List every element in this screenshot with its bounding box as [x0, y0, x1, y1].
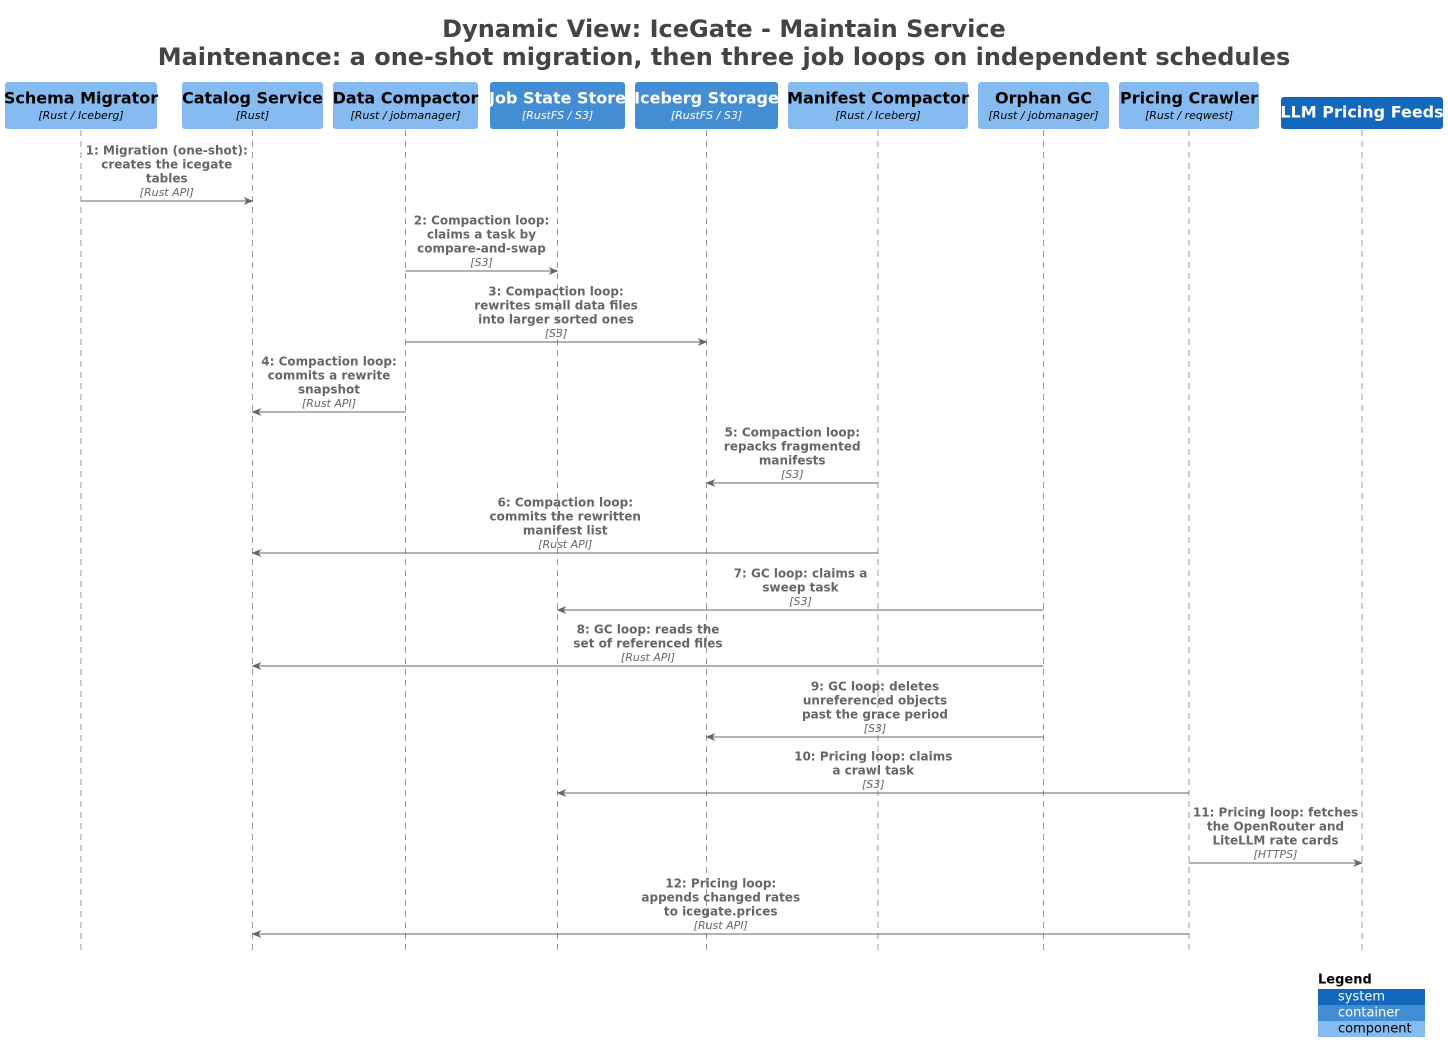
participant-box	[5, 82, 157, 129]
title: Dynamic View: IceGate - Maintain Service	[442, 15, 1006, 43]
participant-technology: [Rust / reqwest]	[1145, 109, 1233, 122]
message-label: creates the icegate	[101, 158, 232, 172]
message-label: the OpenRouter and	[1207, 820, 1344, 834]
message-label: sweep task	[762, 581, 839, 595]
participant-technology: [RustFS / S3]	[671, 109, 742, 122]
legend-swatch	[1318, 989, 1425, 1005]
message-label: into larger sorted ones	[478, 313, 634, 327]
participant-name: LLM Pricing Feeds	[1280, 103, 1443, 122]
participant-name: Job State Store	[488, 89, 626, 108]
message-label: LiteLLM rate cards	[1213, 834, 1339, 848]
legend-label: system	[1338, 990, 1385, 1005]
message-label: a crawl task	[832, 764, 915, 778]
participant-name: Orphan GC	[995, 89, 1092, 108]
message-technology: [Rust API]	[140, 186, 194, 199]
participant-technology: [Rust]	[236, 109, 269, 122]
participant-box	[1281, 97, 1443, 129]
participant-name: Catalog Service	[182, 89, 323, 108]
participant-technology: [RustFS / S3]	[522, 109, 593, 122]
message-label: 6: Compaction loop:	[498, 496, 634, 510]
message-label: 11: Pricing loop: fetches	[1193, 806, 1358, 820]
message-label: 1: Migration (one-shot):	[86, 144, 248, 158]
message-technology: [HTTPS]	[1254, 848, 1298, 861]
participant-technology: [Rust / Iceberg]	[38, 109, 123, 122]
message-technology: [S3]	[789, 595, 812, 608]
message-label: 8: GC loop: reads the	[577, 623, 720, 637]
participant-name: Data Compactor	[333, 89, 479, 108]
message-technology: [Rust API]	[694, 919, 748, 932]
message-label: past the grace period	[802, 708, 948, 722]
message-label: appends changed rates	[641, 891, 800, 905]
message-label: compare-and-swap	[417, 242, 546, 256]
message-label: 2: Compaction loop:	[414, 214, 550, 228]
message-label: 12: Pricing loop:	[665, 877, 776, 891]
message-technology: [Rust API]	[302, 397, 356, 410]
message-label: manifest list	[523, 524, 608, 538]
message-label: 5: Compaction loop:	[725, 426, 861, 440]
participant-box	[978, 82, 1109, 129]
participant-box	[333, 82, 478, 129]
participant-box	[1119, 82, 1259, 129]
legend-swatch	[1318, 1005, 1425, 1021]
message-label: commits the rewritten	[490, 510, 641, 524]
participant-box	[182, 82, 323, 129]
message-label: to icegate.prices	[664, 905, 778, 919]
participant-name: Iceberg Storage	[634, 89, 779, 108]
message-technology: [S3]	[781, 468, 804, 481]
message-label: 9: GC loop: deletes	[811, 680, 939, 694]
subtitle: Maintenance: a one-shot migration, then …	[158, 43, 1291, 71]
participant-box	[490, 82, 625, 129]
participant-name: Schema Migrator	[4, 89, 158, 108]
message-label: commits a rewrite	[268, 369, 391, 383]
message-label: 10: Pricing loop: claims	[794, 750, 952, 764]
participant-name: Pricing Crawler	[1120, 89, 1258, 108]
message-technology: [S3]	[545, 327, 568, 340]
message-label: tables	[146, 172, 188, 186]
message-technology: [S3]	[470, 256, 493, 269]
message-technology: [Rust API]	[538, 538, 592, 551]
message-technology: [S3]	[862, 778, 885, 791]
message-label: unreferenced objects	[803, 694, 947, 708]
participant-box	[788, 82, 968, 129]
message-technology: [S3]	[864, 722, 887, 735]
message-label: set of referenced files	[573, 637, 722, 651]
message-label: 3: Compaction loop:	[488, 285, 624, 299]
message-label: 4: Compaction loop:	[261, 355, 397, 369]
message-label: repacks fragmented	[724, 440, 861, 454]
participant-technology: [Rust / jobmanager]	[350, 109, 460, 122]
legend-label: component	[1338, 1022, 1412, 1037]
participant-name: Manifest Compactor	[787, 89, 969, 108]
message-technology: [Rust API]	[621, 651, 675, 664]
participant-technology: [Rust / jobmanager]	[988, 109, 1098, 122]
message-label: snapshot	[298, 383, 360, 397]
message-label: rewrites small data files	[474, 299, 638, 313]
message-label: manifests	[759, 454, 826, 468]
message-label: 7: GC loop: claims a	[734, 567, 868, 581]
legend-title: Legend	[1318, 973, 1372, 988]
legend-label: container	[1338, 1006, 1400, 1021]
participant-box	[635, 82, 778, 129]
legend-swatch	[1318, 1021, 1425, 1037]
message-label: claims a task by	[427, 228, 536, 242]
participant-technology: [Rust / Iceberg]	[835, 109, 920, 122]
